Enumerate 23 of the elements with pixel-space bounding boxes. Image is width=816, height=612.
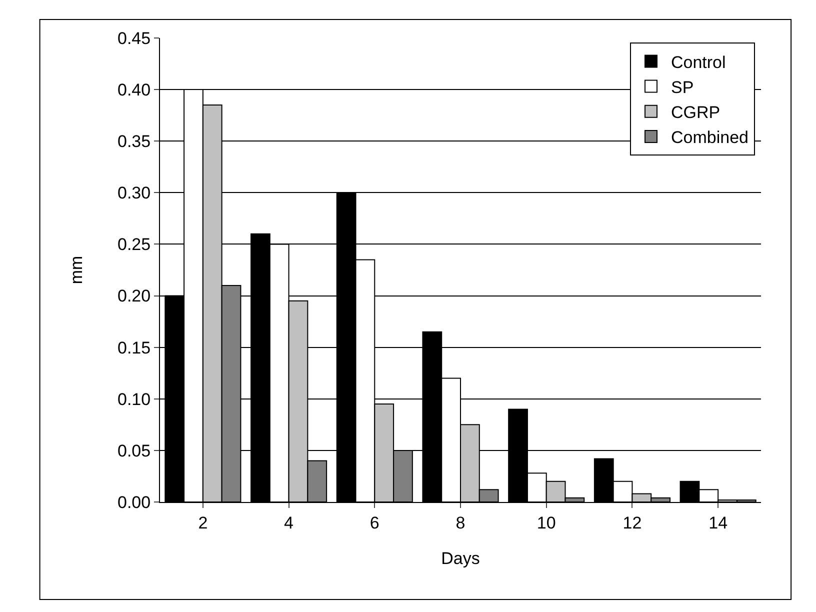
x-tick-label: 10 — [536, 513, 556, 532]
y-tick-label: 0.25 — [118, 235, 151, 254]
legend-label: Control — [670, 52, 726, 72]
y-tick-label: 0.10 — [118, 390, 151, 409]
x-tick-label: 8 — [456, 513, 466, 532]
x-axis-title: Days — [441, 548, 480, 568]
y-axis-title: mm — [67, 256, 86, 284]
y-tick-label: 0.45 — [118, 28, 151, 48]
legend-label: Combined — [670, 128, 748, 148]
x-tick-label: 4 — [284, 513, 294, 532]
y-tick-label: 0.20 — [118, 286, 151, 306]
x-tick-label: 14 — [708, 513, 728, 532]
x-tick-label: 6 — [370, 513, 380, 532]
y-tick-label: 0.15 — [118, 338, 151, 358]
x-tick-label: 2 — [198, 513, 208, 532]
legend-label: SP — [670, 78, 694, 97]
y-tick-label: 0.30 — [118, 184, 151, 203]
y-tick-label: 0.05 — [118, 441, 151, 460]
x-tick-label: 12 — [622, 513, 642, 532]
y-tick-label: 0.00 — [118, 492, 151, 512]
y-tick-label: 0.40 — [118, 80, 151, 100]
y-tick-label: 0.35 — [118, 132, 151, 152]
legend-label: CGRP — [670, 103, 720, 122]
